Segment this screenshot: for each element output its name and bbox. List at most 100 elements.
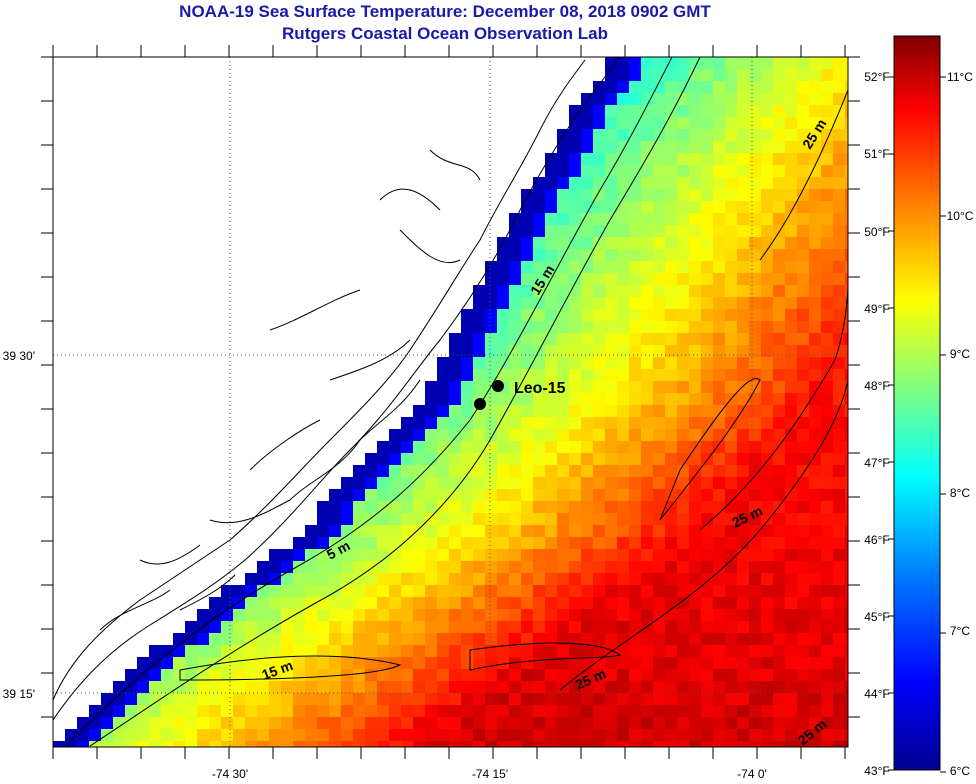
sst-pixel	[689, 489, 702, 502]
sst-pixel	[293, 717, 306, 730]
sst-pixel	[593, 213, 606, 226]
sst-pixel	[461, 585, 474, 598]
sst-pixel	[749, 549, 762, 562]
sst-pixel	[509, 489, 522, 502]
sst-pixel	[497, 417, 510, 430]
sst-pixel	[533, 417, 546, 430]
sst-pixel	[305, 669, 318, 682]
colorbar-ticks	[888, 76, 946, 773]
sst-pixel	[209, 741, 222, 747]
sst-pixel	[833, 549, 846, 562]
sst-pixel	[401, 477, 414, 490]
sst-pixel	[437, 585, 450, 598]
sst-pixel	[665, 537, 678, 550]
sst-pixel	[845, 57, 848, 70]
sst-pixel	[809, 645, 822, 658]
sst-pixel	[713, 657, 726, 670]
sst-pixel	[749, 381, 762, 394]
sst-pixel	[125, 705, 138, 718]
sst-pixel	[149, 681, 162, 694]
sst-pixel	[545, 333, 558, 346]
sst-pixel	[797, 321, 810, 334]
sst-pixel	[581, 285, 594, 298]
sst-pixel	[785, 117, 798, 130]
sst-pixel	[665, 681, 678, 694]
sst-pixel	[713, 309, 726, 322]
sst-pixel	[725, 453, 738, 466]
sst-pixel	[785, 549, 798, 562]
sst-pixel	[245, 597, 258, 610]
sst-pixel	[737, 693, 750, 706]
sst-pixel	[725, 465, 738, 478]
sst-pixel	[713, 105, 726, 118]
sst-pixel	[653, 273, 666, 286]
sst-pixel	[629, 561, 642, 574]
sst-pixel	[617, 429, 630, 442]
sst-pixel	[269, 693, 282, 706]
sst-pixel	[821, 117, 834, 130]
sst-pixel	[449, 693, 462, 706]
sst-pixel	[629, 81, 642, 94]
sst-pixel	[749, 729, 762, 742]
sst-pixel	[365, 609, 378, 622]
graticule	[53, 57, 848, 747]
sst-pixel	[653, 465, 666, 478]
sst-pixel	[677, 297, 690, 310]
sst-pixel	[773, 297, 786, 310]
sst-pixel	[557, 693, 570, 706]
sst-pixel	[521, 417, 534, 430]
sst-pixel	[509, 501, 522, 514]
sst-pixel	[545, 597, 558, 610]
sst-pixel	[497, 549, 510, 562]
sst-pixel	[845, 549, 848, 562]
sst-pixel	[809, 57, 822, 70]
sst-pixel	[545, 261, 558, 274]
sst-pixel	[353, 525, 366, 538]
sst-pixel	[209, 729, 222, 742]
sst-pixel	[497, 465, 510, 478]
sst-pixel	[797, 57, 810, 70]
sst-pixel	[605, 57, 618, 70]
sst-pixel	[437, 561, 450, 574]
sst-pixel	[329, 705, 342, 718]
sst-pixel	[569, 321, 582, 334]
sst-pixel	[533, 501, 546, 514]
sst-pixel	[725, 69, 738, 82]
sst-pixel	[761, 93, 774, 106]
sst-pixel	[329, 729, 342, 742]
sst-pixel	[449, 657, 462, 670]
sst-pixel	[545, 369, 558, 382]
sst-pixel	[629, 465, 642, 478]
sst-pixel	[845, 261, 848, 274]
sst-pixel	[677, 237, 690, 250]
sst-pixel	[653, 381, 666, 394]
sst-pixel	[653, 249, 666, 262]
sst-pixel	[701, 717, 714, 730]
sst-pixel	[533, 357, 546, 370]
sst-pixel	[845, 225, 848, 238]
sst-pixel	[845, 645, 848, 658]
sst-pixel	[653, 177, 666, 190]
sst-pixel	[161, 645, 174, 658]
sst-pixel	[545, 609, 558, 622]
sst-pixel	[701, 549, 714, 562]
sst-pixel	[677, 429, 690, 442]
sst-pixel	[665, 393, 678, 406]
sst-pixel	[473, 717, 486, 730]
sst-pixel	[137, 681, 150, 694]
sst-pixel	[653, 153, 666, 166]
sst-pixel	[617, 525, 630, 538]
sst-pixel	[557, 273, 570, 286]
sst-pixel	[605, 69, 618, 82]
sst-pixel	[461, 573, 474, 586]
sst-pixel	[653, 693, 666, 706]
map-title: NOAA-19 Sea Surface Temperature: Decembe…	[179, 2, 711, 21]
sst-pixel	[677, 249, 690, 262]
sst-pixel	[629, 69, 642, 82]
sst-pixel	[689, 621, 702, 634]
sst-pixel	[425, 597, 438, 610]
sst-pixel	[677, 405, 690, 418]
sst-pixel	[437, 489, 450, 502]
sst-pixel	[245, 693, 258, 706]
sst-pixel	[677, 741, 690, 747]
